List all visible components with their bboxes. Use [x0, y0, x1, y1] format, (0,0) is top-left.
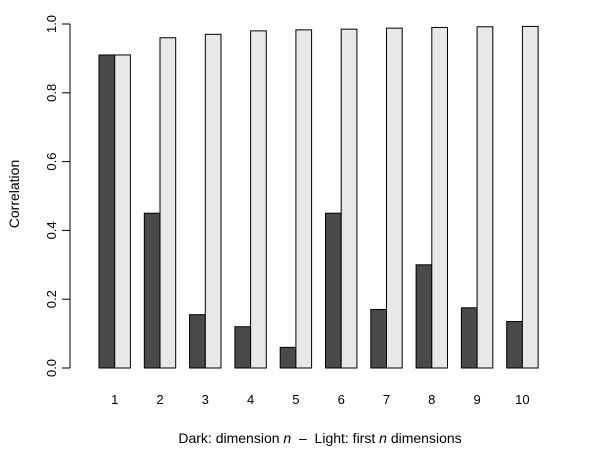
bar-dark-7: [370, 309, 387, 369]
x-tick-label-9: 9: [473, 392, 480, 407]
x-axis-title: Dark: dimension n – Light: first n dimen…: [178, 430, 461, 446]
x-tick-label-5: 5: [292, 392, 299, 407]
x-tick-label-3: 3: [202, 392, 209, 407]
x-tick-label-7: 7: [383, 392, 390, 407]
x-tick-label-10: 10: [515, 392, 529, 407]
bar-light-2: [159, 37, 177, 369]
bar-dark-2: [143, 212, 161, 369]
bar-light-10: [521, 25, 539, 369]
y-tick-label-3: 0.6: [44, 153, 59, 171]
x-tick-label-1: 1: [111, 392, 118, 407]
x-tick-label-2: 2: [156, 392, 163, 407]
y-axis: 0.0 0.2 0.4 0.6 0.8 1.0: [44, 15, 71, 377]
y-tick-label-1: 0.2: [44, 290, 59, 308]
y-tick-label-5: 1.0: [44, 15, 59, 33]
y-axis-title: Correlation: [6, 160, 22, 228]
bar-light-3: [204, 33, 222, 369]
x-tick-label-8: 8: [428, 392, 435, 407]
x-axis-title-part-2: – Light: first: [291, 430, 379, 446]
bar-light-6: [340, 28, 358, 369]
y-tick-label-4: 0.8: [44, 84, 59, 102]
x-axis-labels: 1 2 3 4 5 6 7 8 9 10: [111, 392, 530, 407]
x-axis-title-n-2: n: [379, 430, 387, 446]
bar-dark-5: [279, 346, 297, 369]
y-tick-label-0: 0.0: [44, 359, 59, 377]
bar-light-8: [431, 26, 448, 369]
bar-dark-3: [189, 314, 206, 369]
y-tick-label-2: 0.4: [44, 221, 59, 239]
bar-dark-1: [98, 54, 116, 369]
bar-dark-10: [506, 321, 523, 369]
bar-dark-9: [460, 307, 478, 369]
x-axis-title-part-3: dimensions: [387, 430, 462, 446]
bar-dark-4: [234, 326, 252, 369]
bar-light-4: [250, 30, 267, 369]
bar-dark-8: [415, 264, 433, 369]
bar-dark-6: [325, 212, 342, 369]
x-axis-title-n-1: n: [283, 430, 291, 446]
bars-group: [98, 25, 539, 369]
bar-light-1: [114, 54, 131, 369]
x-tick-label-4: 4: [247, 392, 254, 407]
bar-light-9: [476, 26, 494, 369]
x-axis-title-part-1: Dark: dimension: [178, 430, 283, 446]
bar-light-5: [295, 29, 313, 369]
bar-light-7: [386, 27, 403, 369]
x-tick-label-6: 6: [338, 392, 345, 407]
